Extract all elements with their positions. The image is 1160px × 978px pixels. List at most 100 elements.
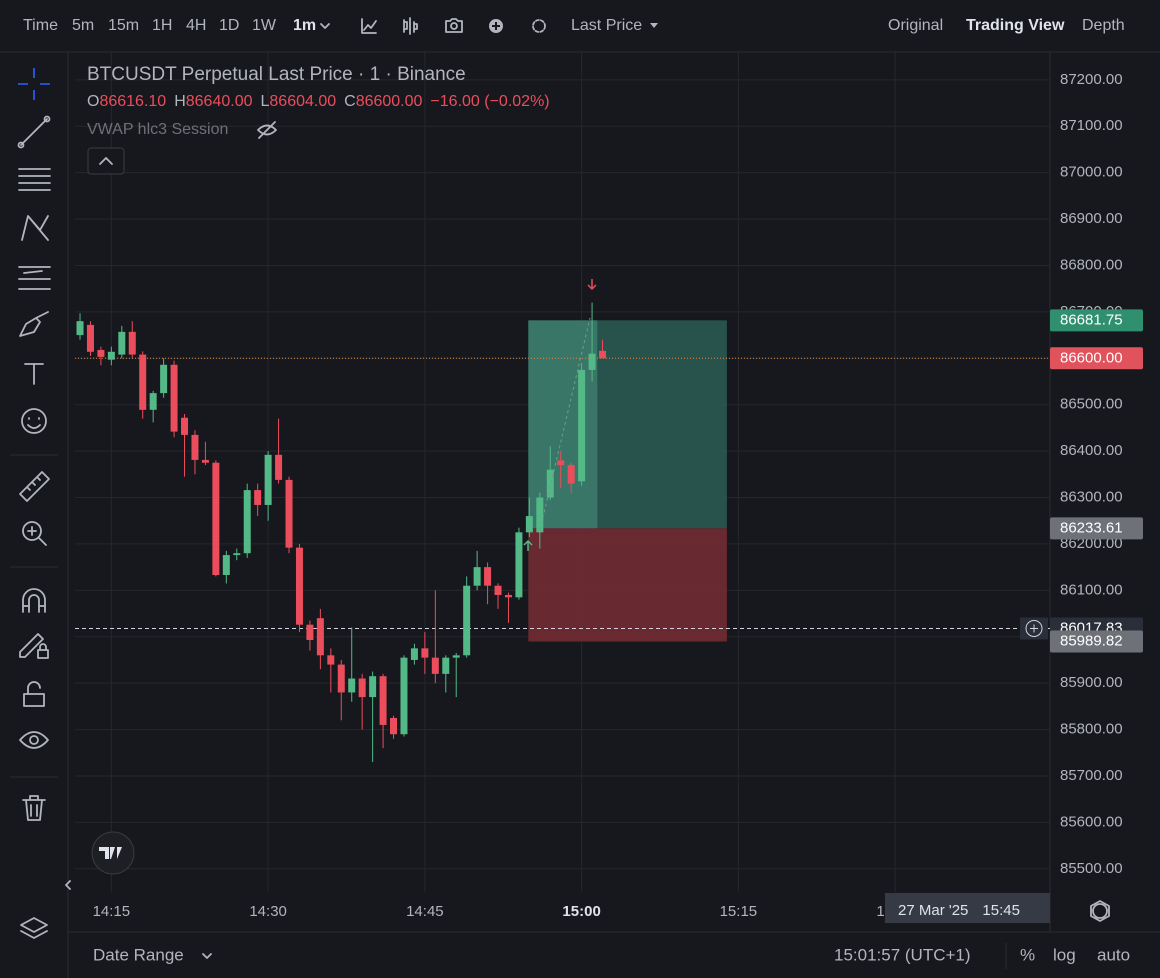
- view-tab[interactable]: Trading View: [966, 17, 1065, 34]
- y-tick-label: 87000.00: [1060, 164, 1123, 181]
- crosshair-date-box: [885, 893, 1050, 923]
- candle-body: [306, 624, 314, 640]
- date-range[interactable]: Date Range: [93, 945, 184, 964]
- candle-body: [149, 393, 157, 410]
- y-tick-label: 85900.00: [1060, 674, 1123, 691]
- crosshair-tool[interactable]: [18, 68, 50, 100]
- candle-body: [76, 321, 84, 336]
- candle-body: [567, 465, 575, 484]
- candle-body: [504, 594, 512, 598]
- emoji-tool[interactable]: [21, 408, 47, 434]
- trend-line-tool[interactable]: [20, 118, 48, 146]
- view-tab[interactable]: Depth: [1082, 17, 1125, 34]
- ohlc-key: O: [87, 93, 99, 110]
- candle-body: [400, 657, 408, 735]
- legend-ohlc: O86616.10 H86640.00 L86604.00 C86600.00 −16.…: [87, 93, 550, 110]
- interval-button[interactable]: 1D: [219, 17, 239, 34]
- candle-body: [431, 657, 439, 674]
- pattern-tool[interactable]: [21, 215, 49, 241]
- log-toggle[interactable]: log: [1053, 945, 1076, 964]
- crosshair-add-plus: [1030, 624, 1038, 633]
- text-tool[interactable]: [24, 363, 44, 385]
- lock-drawings-tool[interactable]: [19, 633, 49, 659]
- y-tick-label: 85800.00: [1060, 721, 1123, 738]
- magnet-tool[interactable]: [22, 588, 46, 613]
- interval-button[interactable]: 5m: [72, 17, 94, 34]
- crosshair-date: 27 Mar '25 15:45: [898, 902, 1020, 919]
- buy-marker: [523, 539, 533, 551]
- price-type-caret[interactable]: [650, 23, 658, 28]
- candle-body: [181, 417, 189, 435]
- price-label: 86600.00: [1060, 349, 1123, 366]
- y-tick-label: 87200.00: [1060, 71, 1123, 88]
- crosshair-day: 27 Mar '25: [898, 902, 968, 919]
- interval-button[interactable]: 1W: [252, 17, 277, 34]
- interval-button[interactable]: 1H: [152, 17, 172, 34]
- candle-body: [264, 454, 272, 505]
- candle-type-icon[interactable]: [403, 17, 418, 35]
- price-label-box: [1050, 309, 1143, 332]
- x-tick-label: 14:15: [93, 903, 131, 920]
- hide-tool[interactable]: [19, 731, 49, 749]
- candle-body: [599, 350, 607, 359]
- percent-toggle[interactable]: %: [1020, 945, 1035, 964]
- interval-caret[interactable]: [320, 23, 330, 29]
- crosshair-add-icon: [1025, 619, 1043, 637]
- price-label-box: [1050, 517, 1143, 540]
- candle-body: [494, 585, 502, 595]
- delete-tool[interactable]: [22, 795, 46, 821]
- candle-body: [369, 676, 377, 698]
- candle-body: [170, 364, 178, 432]
- candle-body: [463, 585, 471, 656]
- ohlc-key: C: [344, 93, 356, 110]
- prediction-tool[interactable]: [18, 266, 51, 290]
- candle-body: [379, 676, 387, 725]
- candle-body: [139, 354, 147, 410]
- profit-zone-filled: [528, 320, 598, 529]
- candle-body: [327, 655, 335, 665]
- candle-body: [212, 462, 220, 576]
- plot: [75, 302, 1050, 763]
- indicator-hidden-icon[interactable]: [257, 121, 277, 139]
- y-tick-label: 85700.00: [1060, 767, 1123, 784]
- clock: 15:01:57 (UTC+1): [834, 945, 971, 964]
- unlock-tool[interactable]: [23, 681, 45, 707]
- ohlc-key: L: [260, 93, 269, 110]
- indicator-icon[interactable]: [361, 18, 377, 34]
- trade-path: [539, 317, 591, 531]
- interval-button[interactable]: 4H: [186, 17, 206, 34]
- ohlc-value: 86600.00: [356, 93, 423, 110]
- indicator-name: VWAP hlc3 Session: [87, 121, 228, 138]
- zoom-tool[interactable]: [22, 521, 42, 541]
- candle-body: [160, 364, 168, 394]
- x-tick-label: 14:30: [249, 903, 287, 920]
- settings-icon[interactable]: [532, 19, 546, 33]
- interval-button[interactable]: Time: [23, 17, 58, 34]
- candle-body: [285, 479, 293, 548]
- price-type[interactable]: Last Price: [571, 17, 642, 34]
- x-tick-label: 14:45: [406, 903, 444, 920]
- brush-tool[interactable]: [19, 311, 49, 337]
- candle-body: [484, 567, 492, 586]
- labels: 85500.00 85600.00 85700.00 85800.00 85900.00…: [93, 71, 1143, 923]
- loss-zone: [528, 528, 727, 642]
- candle-body: [118, 331, 126, 355]
- auto-toggle[interactable]: auto: [1097, 945, 1130, 964]
- collapse-toolbar[interactable]: [65, 880, 71, 890]
- collapse-legend[interactable]: [87, 147, 125, 175]
- candle-body: [421, 648, 429, 658]
- object-tree[interactable]: [20, 917, 48, 939]
- price-label: 86681.75: [1060, 311, 1123, 328]
- candle-body: [222, 555, 230, 576]
- chart-settings[interactable]: [1092, 903, 1108, 919]
- fib-tool[interactable]: [18, 168, 51, 191]
- view-tab[interactable]: Original: [888, 17, 943, 34]
- x-tick-label: 15:15: [720, 903, 758, 920]
- snapshot-icon[interactable]: [445, 18, 463, 33]
- ohlc-value: 86604.00: [269, 93, 336, 110]
- ruler-tool[interactable]: [19, 471, 50, 502]
- interval-button[interactable]: 1m: [293, 17, 316, 34]
- interval-button[interactable]: 15m: [108, 17, 139, 34]
- y-tick-label: 85600.00: [1060, 813, 1123, 830]
- sell-marker: [587, 279, 597, 291]
